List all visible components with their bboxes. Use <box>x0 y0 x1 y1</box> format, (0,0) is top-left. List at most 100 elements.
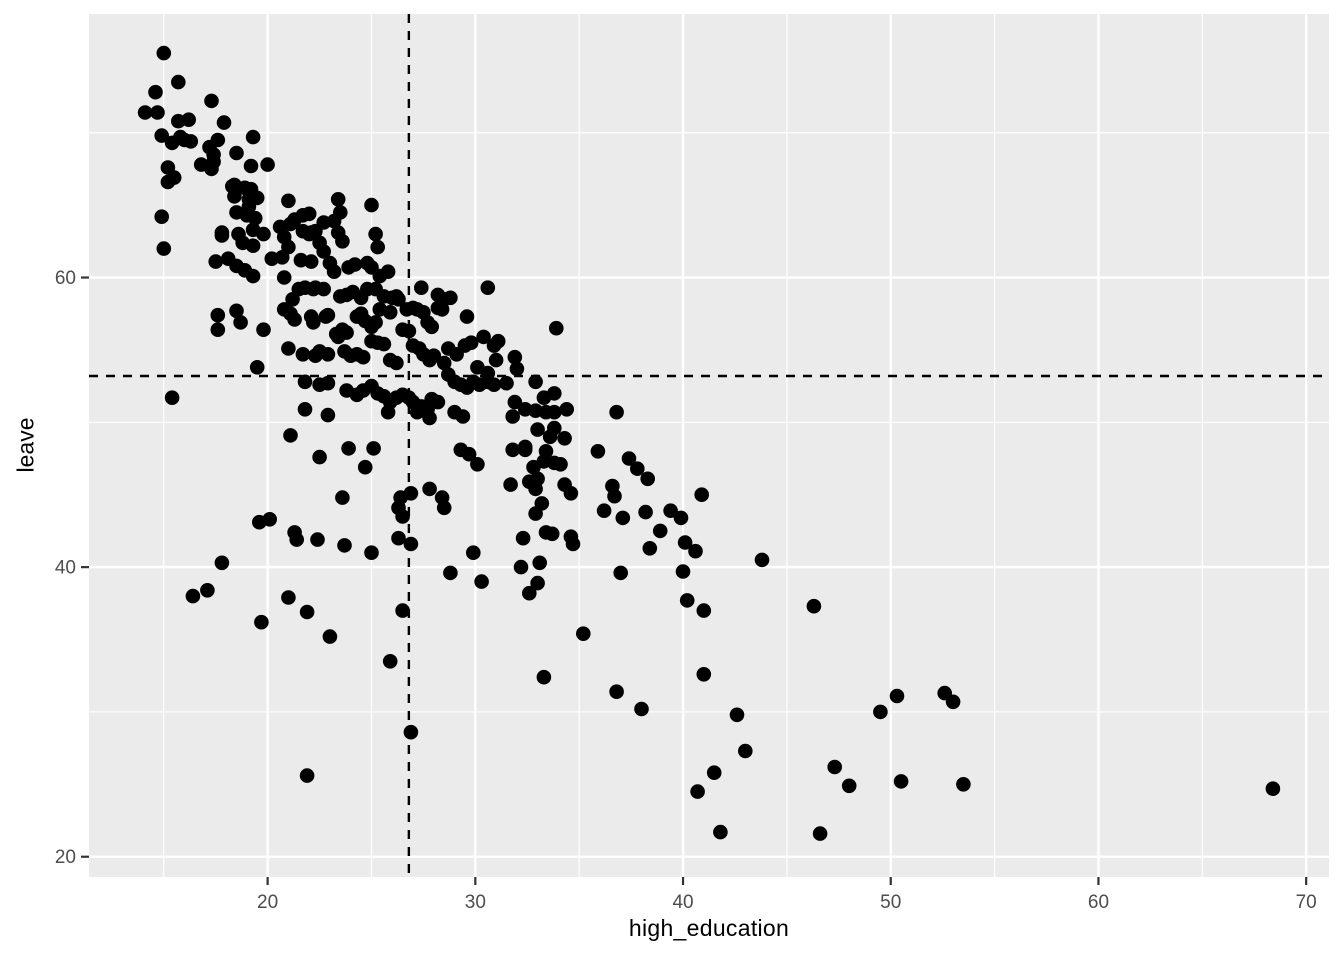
data-point <box>320 407 336 423</box>
data-point <box>308 223 323 239</box>
data-point <box>337 538 352 553</box>
data-point <box>812 826 828 841</box>
data-point <box>214 228 230 243</box>
data-point <box>409 404 425 420</box>
data-point <box>281 341 296 356</box>
data-point <box>528 374 543 390</box>
data-point <box>297 374 313 390</box>
data-point <box>455 409 471 424</box>
data-point <box>183 134 199 149</box>
data-point <box>391 292 406 307</box>
data-point <box>181 112 196 127</box>
data-point <box>889 688 905 704</box>
plot-panel <box>89 14 1329 877</box>
data-point <box>530 575 545 591</box>
data-point <box>333 205 348 220</box>
data-point <box>505 409 520 424</box>
data-point <box>434 302 450 317</box>
data-point <box>609 684 624 699</box>
data-point <box>694 487 709 503</box>
data-point <box>164 390 180 406</box>
data-point <box>528 481 543 497</box>
data-point <box>306 315 321 330</box>
data-point <box>204 93 219 109</box>
data-point <box>426 348 442 364</box>
data-point <box>576 626 591 641</box>
data-point <box>480 280 496 296</box>
data-point <box>476 329 491 345</box>
data-point <box>295 347 311 362</box>
data-point <box>210 322 226 338</box>
data-point <box>424 319 440 335</box>
data-point <box>738 743 753 759</box>
data-point <box>690 784 705 799</box>
data-point <box>227 189 242 204</box>
data-point <box>565 536 581 552</box>
data-point <box>474 574 489 589</box>
data-point <box>256 322 271 338</box>
data-point <box>607 488 622 504</box>
data-point <box>382 305 398 320</box>
data-point <box>247 210 263 226</box>
data-point <box>245 129 261 145</box>
data-point <box>395 509 410 524</box>
data-point <box>380 404 396 420</box>
data-point <box>245 268 261 284</box>
data-point <box>436 355 452 371</box>
data-point <box>200 583 215 598</box>
data-point <box>276 270 292 285</box>
data-point <box>299 768 315 783</box>
data-point <box>214 555 230 571</box>
data-point <box>652 523 668 539</box>
data-point <box>507 349 523 365</box>
data-point <box>249 360 265 375</box>
data-point <box>245 238 261 253</box>
data-point <box>522 585 537 601</box>
data-point <box>320 307 336 323</box>
data-point <box>517 442 533 458</box>
data-point <box>642 541 658 556</box>
data-point <box>461 446 477 462</box>
data-point <box>509 361 525 377</box>
data-point <box>503 477 518 492</box>
data-point <box>443 565 458 581</box>
data-point <box>486 377 502 393</box>
x-tick-label: 60 <box>1088 892 1109 913</box>
data-point <box>677 535 693 550</box>
data-point <box>204 161 219 177</box>
x-tick-label: 70 <box>1296 892 1317 913</box>
data-point <box>532 555 547 571</box>
data-point <box>515 530 531 546</box>
data-point <box>663 503 678 518</box>
data-point <box>260 157 275 172</box>
data-point <box>713 824 728 840</box>
data-point <box>289 532 305 547</box>
data-point <box>148 84 163 100</box>
data-point <box>347 257 363 272</box>
y-tick-label: 20 <box>55 847 76 868</box>
data-point <box>430 394 446 410</box>
data-point <box>806 598 822 614</box>
data-point <box>208 254 223 269</box>
data-point <box>673 510 689 526</box>
data-point <box>403 536 419 552</box>
data-point <box>216 115 232 130</box>
data-point <box>459 309 475 324</box>
data-point <box>557 431 572 446</box>
data-point <box>137 105 153 120</box>
data-point <box>559 402 574 417</box>
data-point <box>1265 781 1281 796</box>
data-point <box>590 444 606 459</box>
data-point <box>233 315 248 330</box>
data-point <box>640 471 655 487</box>
data-point <box>547 386 562 401</box>
data-point <box>414 280 429 296</box>
data-point <box>316 281 332 297</box>
data-point <box>335 234 350 249</box>
data-point <box>443 290 458 306</box>
data-point <box>615 510 631 526</box>
data-point <box>488 352 504 368</box>
data-point <box>490 333 506 349</box>
data-point <box>873 704 888 720</box>
